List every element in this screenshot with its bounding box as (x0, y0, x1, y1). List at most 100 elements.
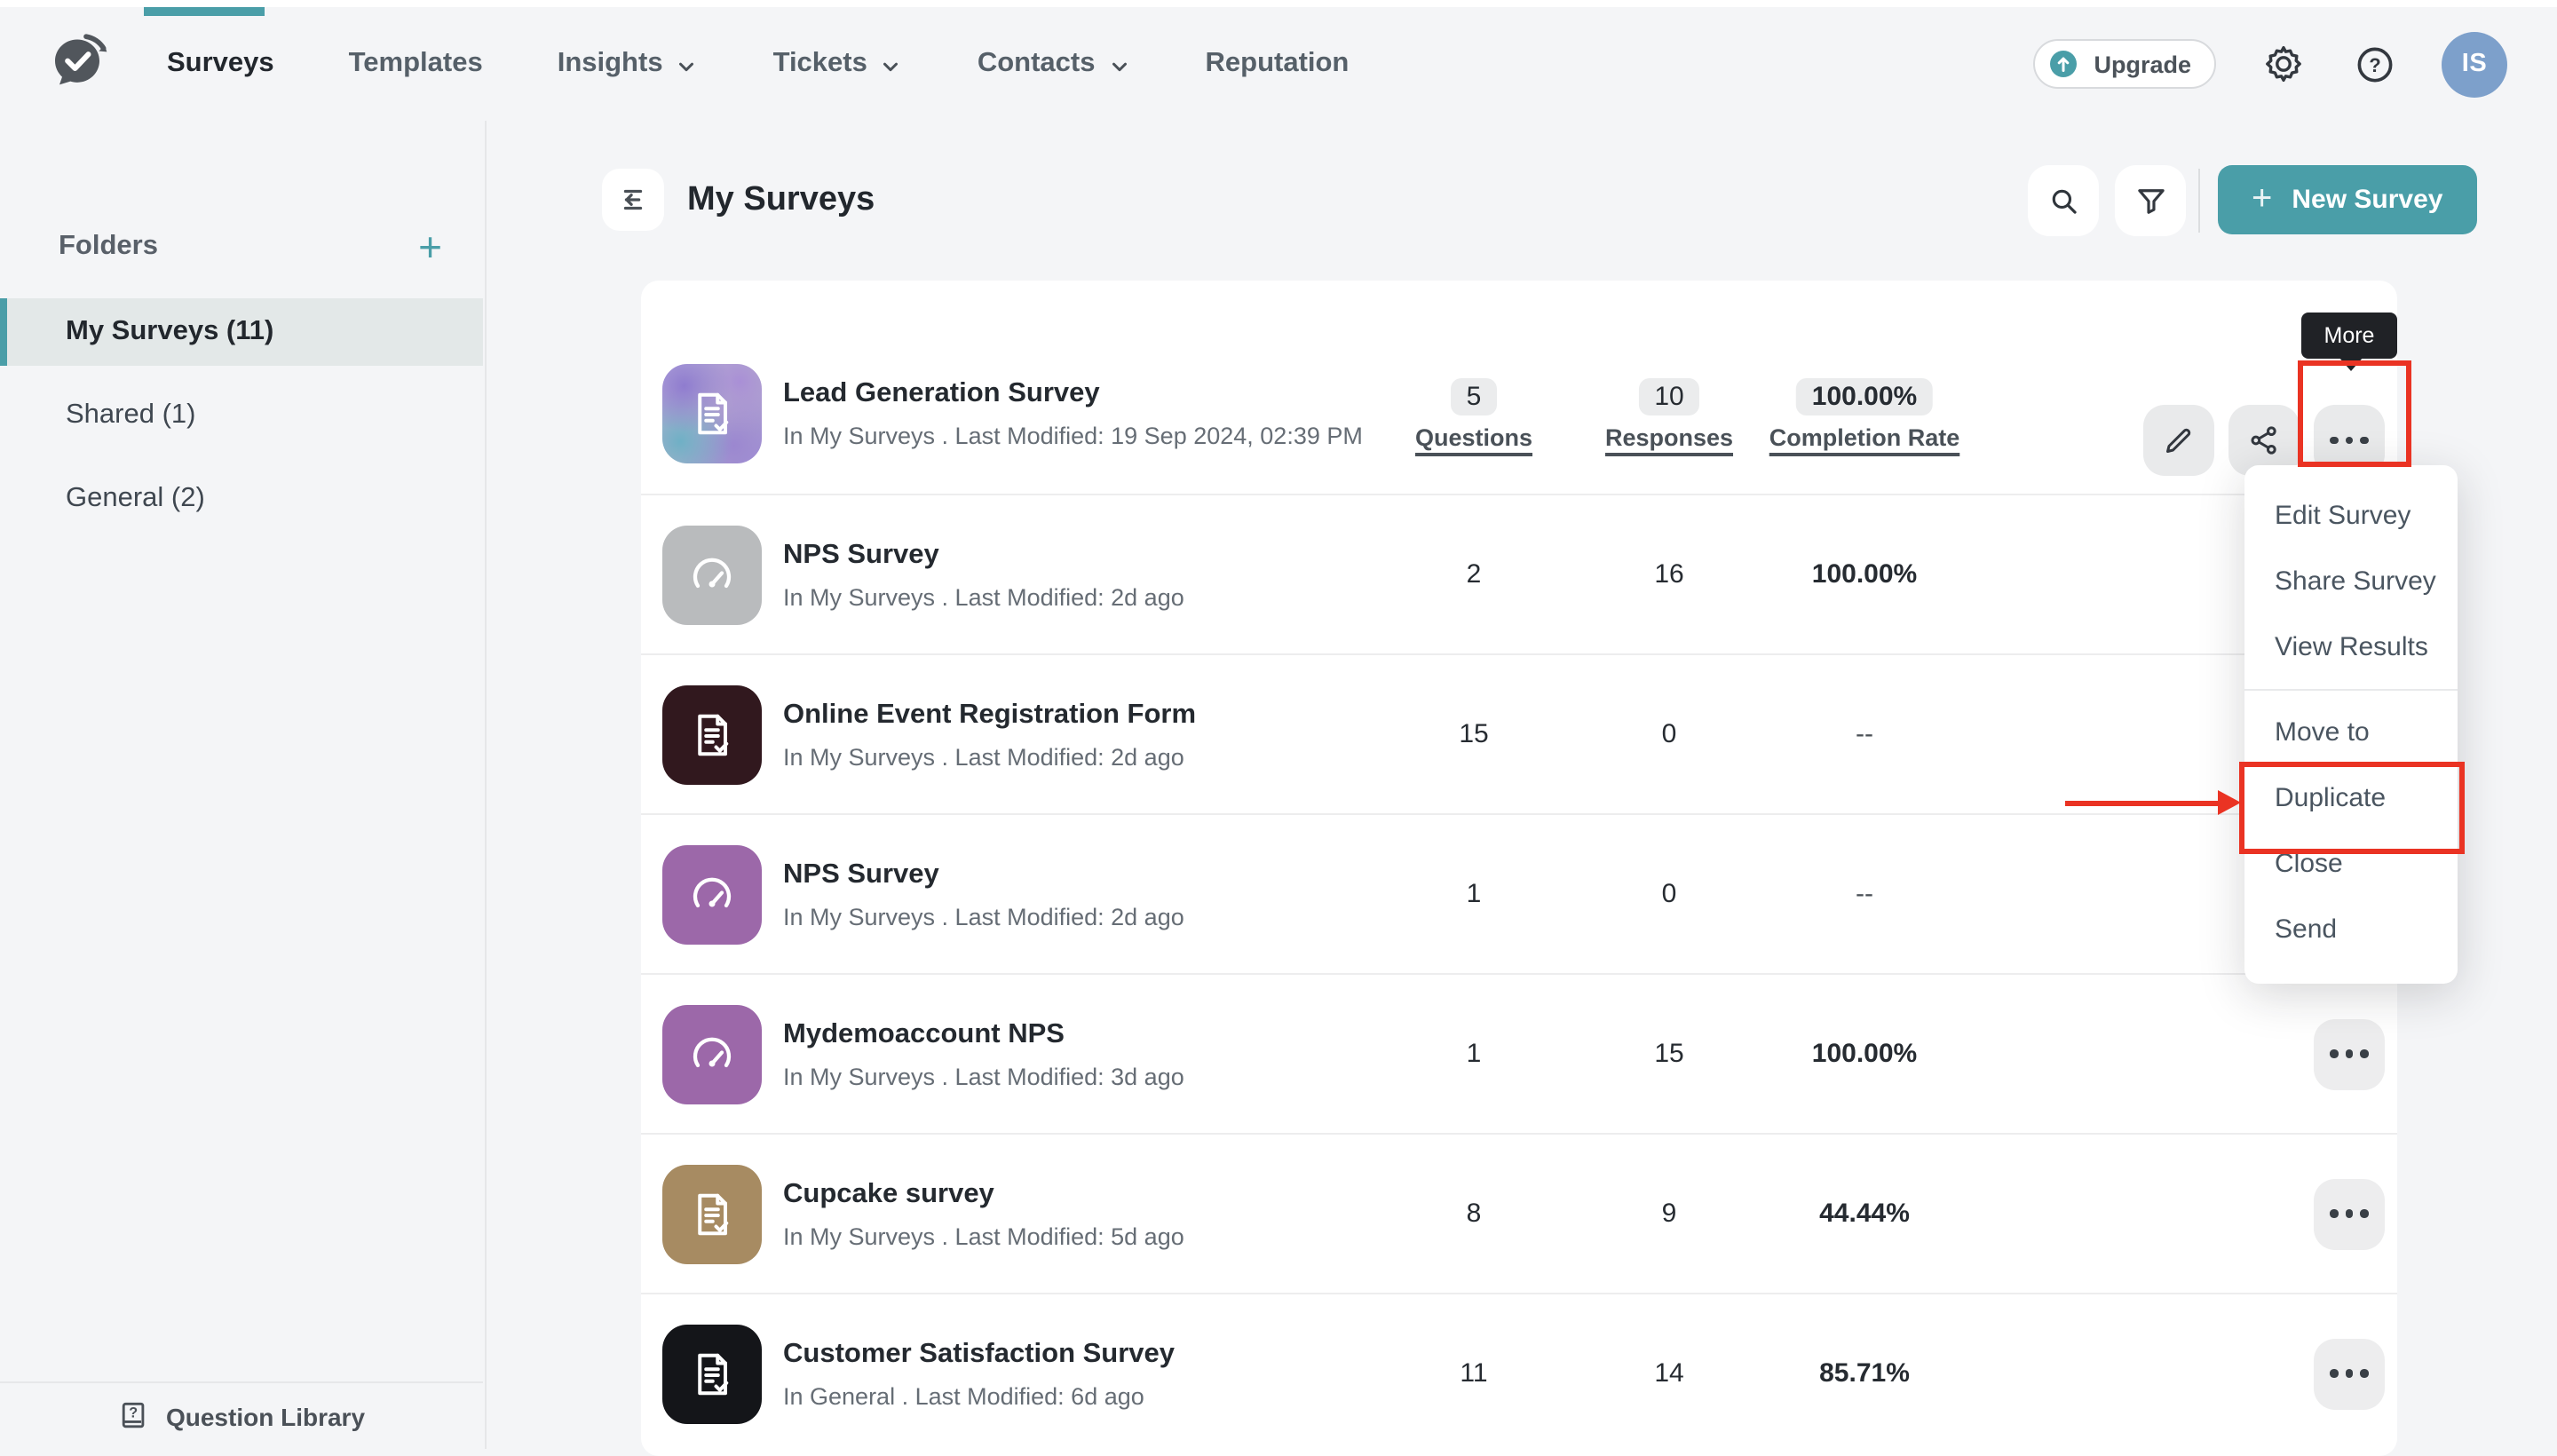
top-nav: Surveys Templates Insights Tickets Conta… (0, 7, 2557, 121)
sidebar-folder-general-2[interactable]: General (2) (0, 465, 483, 533)
collapse-sidebar-button[interactable] (602, 169, 664, 231)
question-library-book-icon: ? (123, 1402, 146, 1428)
survey-thumbnail (662, 525, 762, 624)
folder-item-label: Shared (1) (66, 400, 196, 430)
edit-survey-button[interactable] (2143, 405, 2214, 476)
document-check-icon (698, 713, 729, 756)
stat-questions: 15 (1459, 655, 1488, 813)
add-folder-button[interactable]: + (418, 224, 442, 270)
survey-row-inner: Online Event Registration Form In My Sur… (641, 655, 2397, 813)
new-survey-button[interactable]: + New Survey (2218, 165, 2477, 234)
question-library-label: Question Library (165, 1402, 366, 1430)
survey-title: Online Event Registration Form (783, 699, 1197, 729)
help-icon[interactable]: ? (2351, 41, 2397, 87)
survey-row[interactable]: NPS Survey In My Surveys . Last Modified… (641, 494, 2397, 653)
folders-header: Folders + (59, 224, 442, 270)
survey-row-text: Online Event Registration Form In My Sur… (783, 699, 1196, 770)
nav-item-contacts[interactable]: Contacts (978, 48, 1131, 80)
nav-item-reputation[interactable]: Reputation (1206, 48, 1350, 80)
completion-rate: -- (1856, 879, 1873, 909)
menu-item-share-survey[interactable]: Share Survey (2275, 566, 2436, 597)
survey-title: Lead Generation Survey (783, 378, 1100, 408)
survey-row[interactable]: NPS Survey In My Surveys . Last Modified… (641, 813, 2397, 973)
menu-item-move-to[interactable]: Move to (2275, 717, 2370, 748)
stat-responses: 0 (1662, 815, 1677, 973)
menu-item-send[interactable]: Send (2275, 914, 2338, 945)
more-actions-button[interactable] (2314, 1338, 2385, 1409)
responses-column-label[interactable]: Responses (1604, 423, 1734, 450)
survey-row-text: NPS Survey In My Surveys . Last Modified… (783, 859, 1184, 930)
survey-thumbnail (662, 844, 762, 944)
chevron-down-icon (1112, 61, 1127, 71)
nav-item-label: Tickets (772, 48, 867, 78)
survey-row[interactable]: Customer Satisfaction Survey In General … (641, 1293, 2397, 1452)
stat-questions: 8 (1467, 1135, 1482, 1293)
survey-thumbnail (662, 684, 762, 784)
survey-row-inner: Lead Generation Survey In My Surveys . L… (641, 334, 2397, 494)
responses-count: 15 (1654, 1039, 1684, 1069)
nav-item-label: Reputation (1205, 48, 1350, 78)
folders-title: Folders (59, 231, 158, 261)
survey-row[interactable]: Mydemoaccount NPS In My Surveys . Last M… (641, 973, 2397, 1133)
nav-item-tickets[interactable]: Tickets (773, 48, 903, 80)
share-icon (2251, 426, 2276, 455)
nav-item-surveys[interactable]: Surveys (167, 48, 274, 80)
menu-item-close[interactable]: Close (2275, 849, 2343, 879)
stat-responses: 16 (1654, 495, 1683, 653)
survey-row[interactable]: Cupcake survey In My Surveys . Last Modi… (641, 1133, 2397, 1293)
survey-row-text: Lead Generation Survey In My Surveys . L… (783, 378, 1363, 449)
survey-meta: In My Surveys . Last Modified: 5d ago (783, 1223, 1184, 1249)
upgrade-arrow-icon (2050, 51, 2078, 77)
share-survey-button[interactable] (2228, 405, 2300, 476)
more-actions-button[interactable] (2314, 1018, 2385, 1089)
questions-count: 1 (1466, 1039, 1482, 1069)
top-nav-right: Upgrade ? IS (2033, 31, 2507, 97)
document-check-icon (698, 1192, 729, 1235)
filter-button[interactable] (2115, 165, 2186, 236)
top-strip (0, 0, 2557, 7)
stat-responses: 9 (1662, 1135, 1677, 1293)
page-title: My Surveys (687, 181, 875, 218)
plus-icon: + (2252, 178, 2273, 218)
upgrade-label: Upgrade (2094, 51, 2191, 77)
questions-column-label[interactable]: Questions (1414, 423, 1533, 450)
search-button[interactable] (2028, 165, 2099, 236)
ellipsis-icon (2330, 436, 2369, 445)
responses-count: 9 (1661, 1199, 1677, 1229)
app-logo-icon[interactable] (46, 28, 117, 99)
menu-item-edit-survey[interactable]: Edit Survey (2275, 501, 2411, 531)
ellipsis-icon (2330, 1049, 2369, 1058)
questions-count: 8 (1466, 1199, 1482, 1229)
document-check-icon (698, 1352, 729, 1395)
survey-title: Mydemoaccount NPS (783, 1018, 1065, 1048)
user-avatar[interactable]: IS (2442, 31, 2507, 97)
gauge-icon (693, 1036, 732, 1067)
completion-rate: 100.00% (1811, 559, 1918, 590)
sidebar-folder-my-surveys-11[interactable]: My Surveys (11) (0, 298, 483, 366)
ellipsis-icon (2330, 1209, 2369, 1218)
settings-gear-icon[interactable] (2260, 41, 2307, 87)
completion-rate: 85.71% (1819, 1358, 1910, 1389)
nav-item-templates[interactable]: Templates (349, 48, 483, 80)
menu-item-duplicate[interactable]: Duplicate (2275, 783, 2387, 813)
nav-item-label: Insights (557, 48, 663, 78)
folder-list: My Surveys (11) Shared (1) General (2) (0, 298, 483, 549)
question-library-button[interactable]: ? Question Library (0, 1381, 483, 1449)
survey-row[interactable]: Online Event Registration Form In My Sur… (641, 653, 2397, 813)
survey-row-inner: NPS Survey In My Surveys . Last Modified… (641, 495, 2397, 653)
questions-count: 5 (1450, 377, 1498, 415)
survey-meta: In My Surveys . Last Modified: 3d ago (783, 1063, 1184, 1089)
survey-meta: In My Surveys . Last Modified: 2d ago (783, 903, 1184, 930)
survey-row[interactable]: Lead Generation Survey In My Surveys . L… (641, 281, 2397, 494)
menu-item-view-results[interactable]: View Results (2275, 632, 2428, 662)
upgrade-button[interactable]: Upgrade (2033, 39, 2216, 89)
stat-questions: 1 (1467, 815, 1482, 973)
questions-count: 11 (1460, 1358, 1488, 1389)
svg-text:?: ? (2368, 53, 2379, 75)
chevron-down-icon (883, 61, 899, 71)
questions-count: 15 (1459, 719, 1489, 749)
completion-column-label[interactable]: Completion Rate (1769, 423, 1960, 450)
more-actions-button[interactable] (2314, 1178, 2385, 1249)
nav-item-insights[interactable]: Insights (558, 48, 699, 80)
sidebar-folder-shared-1[interactable]: Shared (1) (0, 382, 483, 449)
